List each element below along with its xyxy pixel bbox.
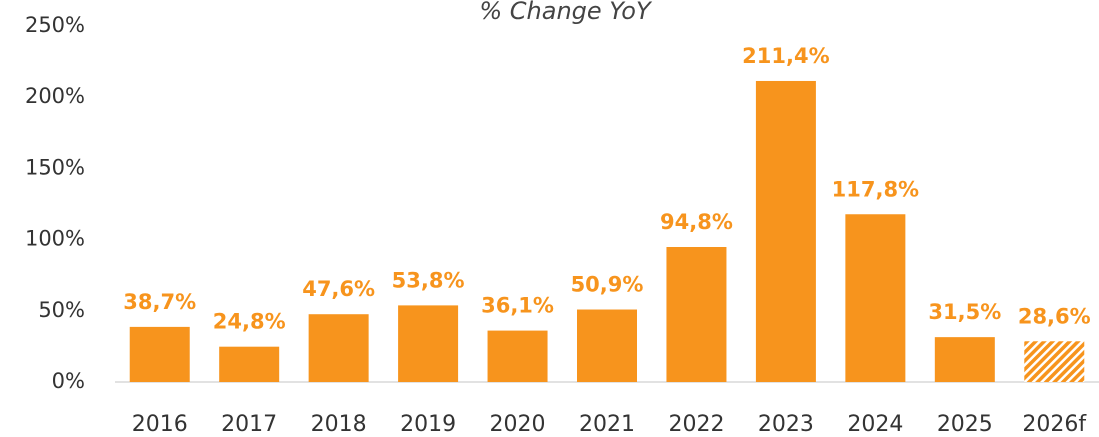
value-label: 53,8% bbox=[392, 268, 465, 292]
y-tick-label: 200% bbox=[25, 84, 85, 108]
y-tick-label: 250% bbox=[25, 13, 85, 37]
bar bbox=[934, 337, 995, 382]
y-tick-label: 0% bbox=[52, 369, 85, 393]
x-tick-label: 2018 bbox=[311, 412, 367, 437]
bar bbox=[577, 309, 637, 382]
x-tick-label: 2024 bbox=[847, 412, 903, 437]
value-label: 94,8% bbox=[660, 210, 733, 234]
value-label: 50,9% bbox=[571, 273, 644, 297]
y-tick-label: 50% bbox=[38, 298, 85, 322]
bar bbox=[219, 346, 280, 382]
value-label: 117,8% bbox=[832, 177, 919, 201]
x-tick-label: 2017 bbox=[221, 412, 277, 437]
y-tick-label: 100% bbox=[25, 227, 85, 251]
x-tick-label: 2020 bbox=[490, 412, 546, 437]
bar bbox=[398, 305, 459, 382]
x-tick-label: 2025 bbox=[937, 412, 993, 437]
bar bbox=[1024, 341, 1085, 382]
chart-title: % Change YoY bbox=[479, 0, 653, 25]
x-tick-label: 2022 bbox=[668, 412, 724, 437]
value-label: 31,5% bbox=[928, 300, 1001, 324]
bar bbox=[308, 314, 369, 382]
value-label: 24,8% bbox=[213, 310, 286, 334]
y-tick-label: 150% bbox=[25, 155, 85, 179]
x-tick-label: 2021 bbox=[579, 412, 635, 437]
bar bbox=[129, 326, 190, 382]
value-label: 36,1% bbox=[481, 294, 554, 318]
bar bbox=[487, 330, 548, 382]
bar bbox=[666, 247, 727, 382]
x-tick-label: 2016 bbox=[132, 412, 188, 437]
x-tick-label: 2026f bbox=[1022, 412, 1087, 437]
bar bbox=[845, 214, 906, 382]
x-tick-label: 2019 bbox=[400, 412, 456, 437]
value-label: 38,7% bbox=[123, 290, 196, 314]
value-label: 47,6% bbox=[302, 277, 375, 301]
value-label: 211,4% bbox=[742, 44, 829, 68]
bar bbox=[755, 80, 816, 382]
x-tick-label: 2023 bbox=[758, 412, 814, 437]
value-label: 28,6% bbox=[1018, 304, 1091, 328]
